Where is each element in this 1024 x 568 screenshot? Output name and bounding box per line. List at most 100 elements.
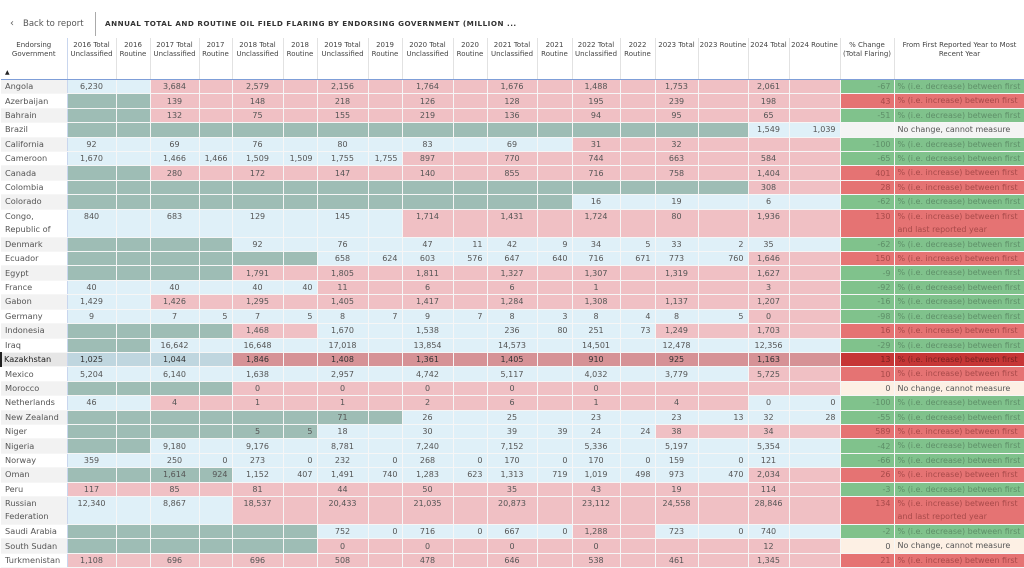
value-cell[interactable] — [537, 280, 573, 296]
value-cell[interactable] — [150, 251, 200, 267]
value-cell[interactable] — [402, 180, 454, 196]
value-cell[interactable] — [199, 122, 233, 138]
column-header[interactable]: 2020 Routine — [453, 38, 488, 80]
value-cell[interactable]: 46 — [67, 395, 117, 411]
value-cell[interactable] — [537, 352, 573, 368]
table-row[interactable]: Gabon 1,429 1,426 1,295 1,405 1,417 1,284 1,308… — [1, 294, 1024, 310]
value-cell[interactable]: 76 — [317, 237, 369, 253]
value-cell[interactable] — [789, 524, 841, 540]
value-cell[interactable]: 1,755 — [368, 151, 403, 167]
value-cell[interactable]: 5,336 — [572, 438, 621, 454]
column-header[interactable]: 2021 Total Unclassified — [487, 38, 538, 80]
table-row[interactable]: Oman 1,614 924 1,152 407 1,491 740 1,283 623 1,31… — [1, 467, 1024, 483]
value-cell[interactable]: 80 — [537, 323, 573, 339]
value-cell[interactable] — [67, 108, 117, 124]
value-cell[interactable] — [537, 438, 573, 454]
value-cell[interactable] — [537, 395, 573, 411]
table-row[interactable]: France 40 40 40 40 11 6 6 1 3 -92% (i.e. decrease)… — [1, 280, 1024, 296]
value-cell[interactable]: 1,491 — [317, 467, 369, 483]
value-cell[interactable]: 740 — [748, 524, 790, 540]
value-cell[interactable] — [789, 108, 841, 124]
value-cell[interactable]: 1,488 — [572, 79, 621, 95]
value-cell[interactable] — [116, 194, 151, 210]
row-header-government[interactable]: Denmark — [1, 237, 68, 253]
table-row[interactable]: California 92 69 76 80 83 69 31 32 -100% (i.e. de… — [1, 137, 1024, 153]
percent-change-cell[interactable]: -9 — [840, 265, 895, 281]
row-header-government[interactable]: Egypt — [1, 265, 68, 281]
value-cell[interactable]: 155 — [317, 108, 369, 124]
row-header-government[interactable]: Germany — [1, 309, 68, 325]
value-cell[interactable] — [283, 122, 318, 138]
value-cell[interactable] — [620, 180, 656, 196]
change-description-cell[interactable]: % (i.e. decrease) between first — [894, 265, 1024, 281]
value-cell[interactable]: 1,466 — [150, 151, 200, 167]
value-cell[interactable]: 1,319 — [655, 265, 699, 281]
value-cell[interactable]: 8 — [317, 309, 369, 325]
value-cell[interactable] — [368, 237, 403, 253]
row-header-government[interactable]: Peru — [1, 482, 68, 497]
value-cell[interactable]: 7,152 — [487, 438, 538, 454]
value-cell[interactable] — [368, 93, 403, 109]
value-cell[interactable]: 23 — [572, 410, 621, 425]
change-description-cell[interactable]: No change, cannot measure — [894, 381, 1024, 397]
value-cell[interactable]: 28,846 — [748, 496, 790, 525]
table-row[interactable]: Angola 6,230 3,684 2,579 2,156 1,764 1,676 1,48… — [1, 79, 1024, 95]
value-cell[interactable] — [150, 237, 200, 253]
value-cell[interactable] — [620, 122, 656, 138]
value-cell[interactable]: 973 — [655, 467, 699, 483]
value-cell[interactable] — [67, 538, 117, 554]
value-cell[interactable] — [620, 482, 656, 497]
value-cell[interactable]: 273 — [232, 453, 284, 469]
value-cell[interactable] — [283, 323, 318, 339]
value-cell[interactable] — [537, 538, 573, 554]
value-cell[interactable]: 5,354 — [748, 438, 790, 454]
change-description-cell[interactable]: % (i.e. increase) between first — [894, 93, 1024, 109]
value-cell[interactable] — [116, 410, 151, 425]
value-cell[interactable] — [116, 366, 151, 382]
percent-change-cell[interactable]: -42 — [840, 438, 895, 454]
back-to-report-button[interactable]: ‹ Back to report — [10, 18, 84, 29]
value-cell[interactable] — [368, 395, 403, 411]
table-row[interactable]: Congo, Republic of 840 683 129 145 1,714 1,431… — [1, 209, 1024, 238]
value-cell[interactable]: 94 — [572, 108, 621, 124]
value-cell[interactable]: 1,755 — [317, 151, 369, 167]
value-cell[interactable] — [453, 395, 488, 411]
row-header-government[interactable]: Bahrain — [1, 108, 68, 124]
value-cell[interactable]: 1,646 — [748, 251, 790, 267]
value-cell[interactable]: 6 — [487, 395, 538, 411]
value-cell[interactable] — [283, 251, 318, 267]
change-description-cell[interactable]: % (i.e. decrease) between first — [894, 524, 1024, 540]
value-cell[interactable] — [368, 496, 403, 525]
value-cell[interactable] — [655, 180, 699, 196]
change-description-cell[interactable]: % (i.e. decrease) between first — [894, 108, 1024, 124]
value-cell[interactable]: 13 — [698, 410, 749, 425]
percent-change-cell[interactable]: 21 — [840, 553, 895, 568]
value-cell[interactable]: 840 — [67, 209, 117, 238]
value-cell[interactable]: 12,478 — [655, 338, 699, 353]
value-cell[interactable]: 4,742 — [402, 366, 454, 382]
value-cell[interactable] — [537, 338, 573, 353]
value-cell[interactable]: 498 — [620, 467, 656, 483]
value-cell[interactable]: 6 — [487, 280, 538, 296]
value-cell[interactable]: 92 — [67, 137, 117, 153]
value-cell[interactable]: 170 — [572, 453, 621, 469]
value-cell[interactable] — [698, 294, 749, 310]
change-description-cell[interactable]: % (i.e. decrease) between first — [894, 79, 1024, 95]
value-cell[interactable]: 667 — [487, 524, 538, 540]
value-cell[interactable]: 1,614 — [150, 467, 200, 483]
value-cell[interactable] — [283, 482, 318, 497]
row-header-government[interactable]: Gabon — [1, 294, 68, 310]
value-cell[interactable] — [199, 410, 233, 425]
value-cell[interactable]: 9 — [537, 237, 573, 253]
value-cell[interactable]: 1,313 — [487, 467, 538, 483]
value-cell[interactable] — [67, 467, 117, 483]
table-row[interactable]: Bahrain 132 75 155 219 136 94 95 65 -51% (i.e. de… — [1, 108, 1024, 124]
value-cell[interactable]: 0 — [283, 453, 318, 469]
value-cell[interactable]: 647 — [487, 251, 538, 267]
value-cell[interactable]: 8,781 — [317, 438, 369, 454]
value-cell[interactable]: 34 — [572, 237, 621, 253]
value-cell[interactable] — [789, 482, 841, 497]
value-cell[interactable]: 24,558 — [655, 496, 699, 525]
percent-change-cell[interactable]: -65 — [840, 151, 895, 167]
row-header-government[interactable]: Russian Federation — [1, 496, 68, 525]
